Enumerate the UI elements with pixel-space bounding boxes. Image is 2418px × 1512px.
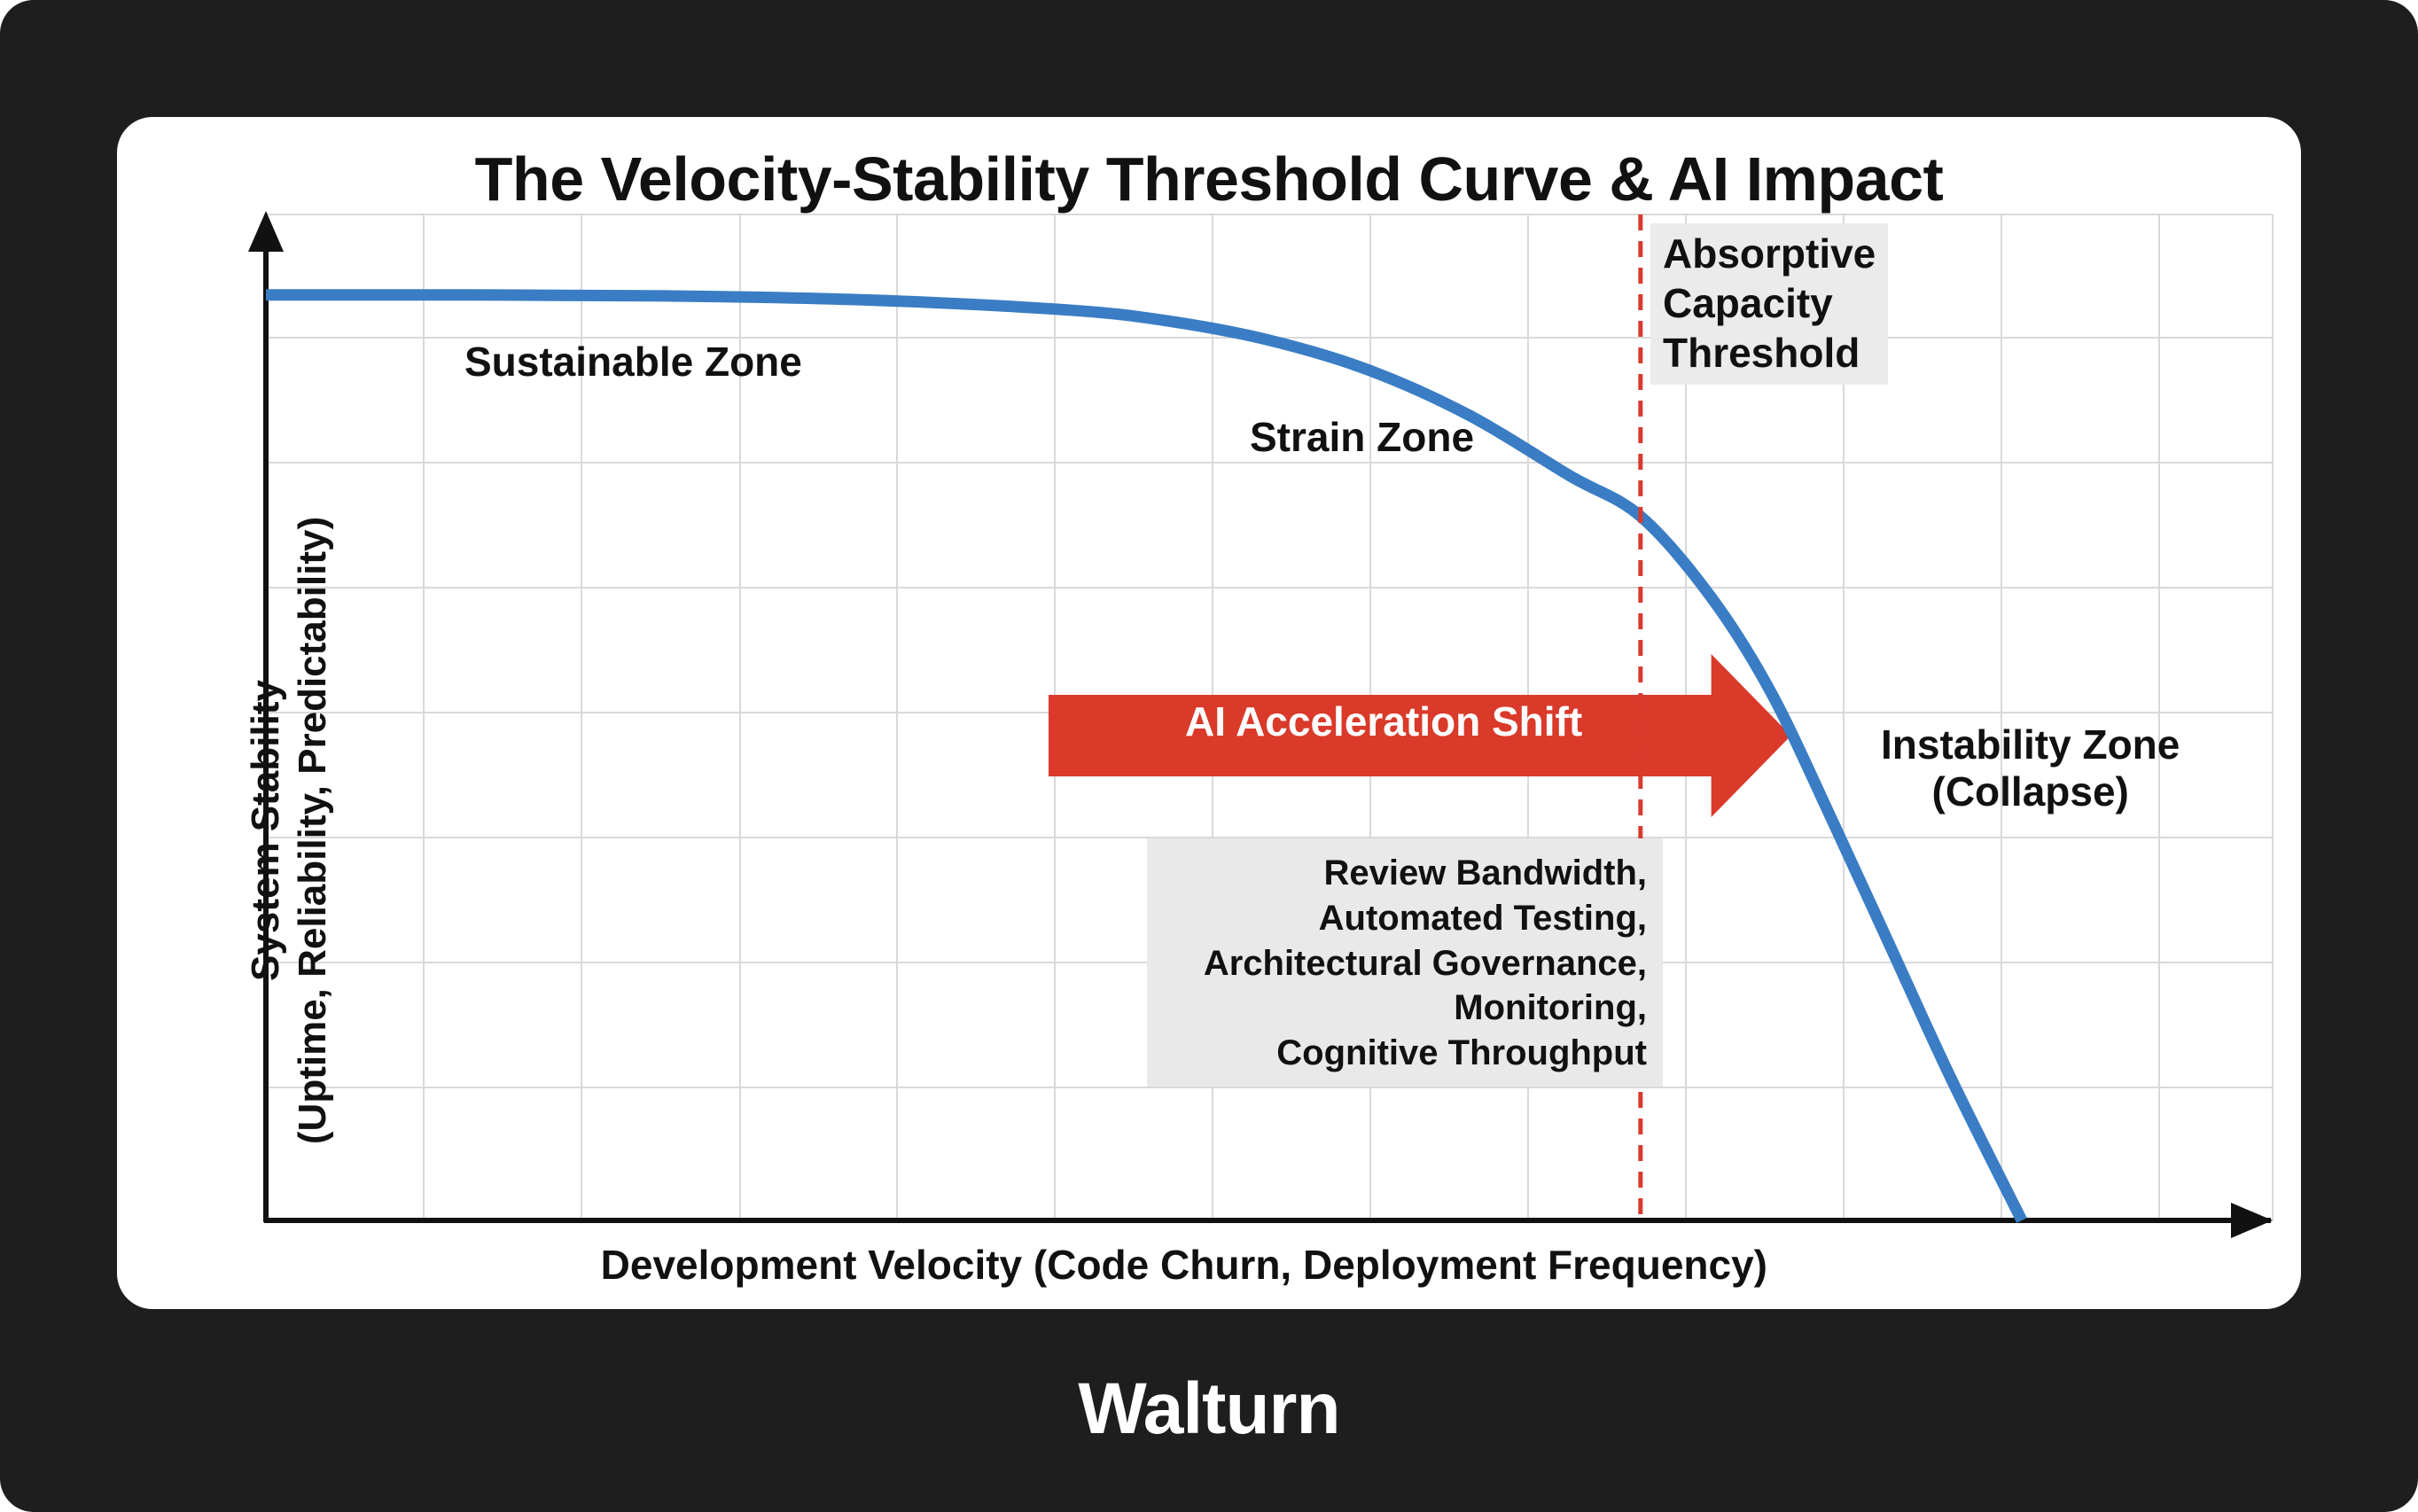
strain-zone-label: Strain Zone: [1250, 414, 1475, 460]
instability-zone-line2: (Collapse): [1931, 768, 2129, 814]
chart-title: The Velocity-Stability Threshold Curve &…: [474, 144, 1944, 214]
ai-shift-arrow: [1048, 654, 1791, 817]
x-axis-arrowhead: [2231, 1203, 2273, 1238]
instability-zone-label: Instability Zone (Collapse): [1881, 721, 2180, 815]
x-axis-label: Development Velocity (Code Churn, Deploy…: [600, 1242, 1767, 1288]
y-axis-label: System Stability (Uptime, Reliability, P…: [243, 387, 337, 1274]
stability-curve-0: [265, 289, 2027, 1223]
factor-architectural-governance: Architectural Governance,: [1203, 943, 1647, 983]
threshold-label: Absorptive Capacity Threshold: [1650, 223, 1889, 386]
ai-shift-arrow-label: AI Acceleration Shift: [1185, 698, 1583, 744]
threshold-label-line2: Capacity: [1663, 280, 1833, 327]
y-axis-label-line2: (Uptime, Reliability, Predictability): [291, 516, 334, 1145]
sustainable-zone-label: Sustainable Zone: [464, 339, 802, 385]
threshold-label-line1: Absorptive: [1663, 230, 1876, 277]
factor-monitoring: Monitoring,: [1454, 988, 1647, 1028]
capacity-factors-box: Review Bandwidth, Automated Testing, Arc…: [1147, 838, 1663, 1087]
factor-automated-testing: Automated Testing,: [1318, 898, 1647, 938]
chart-card: The Velocity-Stability Threshold Curve &…: [117, 117, 2301, 1309]
y-axis-label-line1: System Stability: [244, 680, 288, 981]
factor-cognitive-throughput: Cognitive Throughput: [1276, 1033, 1647, 1073]
factor-review-bandwidth: Review Bandwidth,: [1323, 853, 1648, 892]
brand-wordmark: Walturn: [1078, 1368, 1340, 1449]
threshold-label-line3: Threshold: [1663, 330, 1860, 377]
instability-zone-line1: Instability Zone: [1881, 721, 2180, 768]
plot-area: [248, 211, 2274, 1238]
y-axis-arrowhead: [248, 211, 284, 252]
